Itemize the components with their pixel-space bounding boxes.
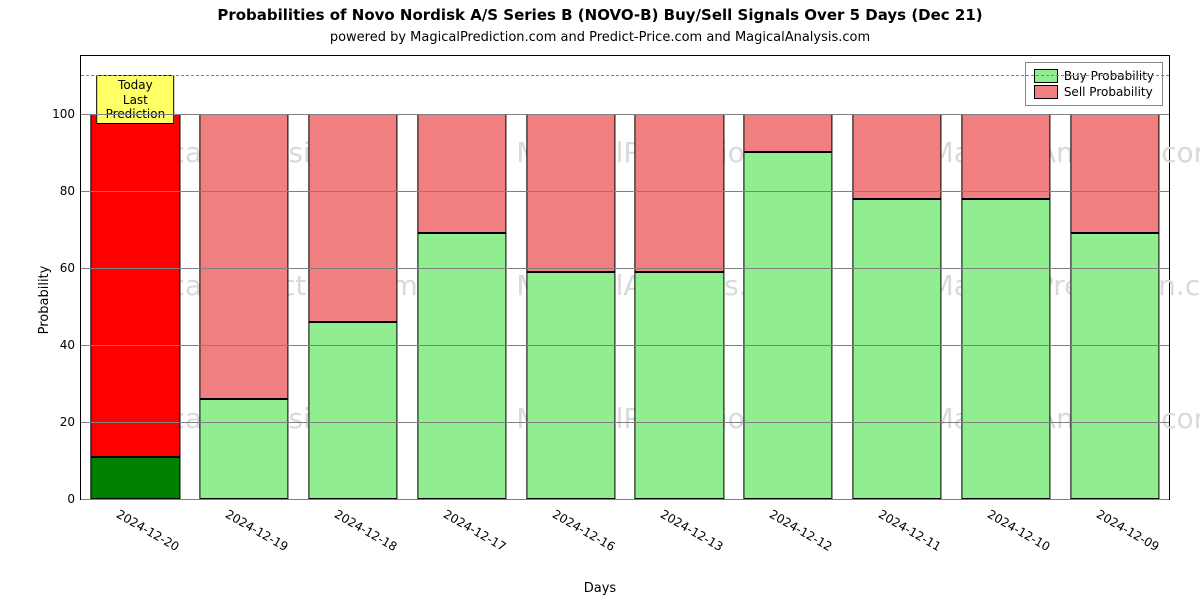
- bar-slot: 2024-12-19: [190, 56, 299, 499]
- bar-stack: [417, 56, 506, 499]
- bar-slot: 2024-12-17: [407, 56, 516, 499]
- bar-segment-sell: [308, 114, 397, 322]
- plot-area: MagicalAnalysis.comMagicalPrediction.com…: [80, 55, 1170, 500]
- ytick-label: 80: [60, 184, 75, 198]
- chart-subtitle: powered by MagicalPrediction.com and Pre…: [0, 30, 1200, 45]
- bar-slot: 2024-12-18: [299, 56, 408, 499]
- bar-segment-buy: [417, 233, 506, 499]
- bar-segment-buy: [1070, 233, 1159, 499]
- bar-segment-sell: [744, 114, 833, 153]
- ytick-label: 0: [67, 492, 75, 506]
- grid-line: [81, 268, 1169, 269]
- bar-slot: 2024-12-10: [951, 56, 1060, 499]
- bar-segment-buy: [744, 152, 833, 499]
- chart-container: Probabilities of Novo Nordisk A/S Series…: [0, 0, 1200, 600]
- bar-slot: 2024-12-11: [843, 56, 952, 499]
- bar-segment-sell: [1070, 114, 1159, 233]
- bar-stack: [961, 56, 1050, 499]
- bar-segment-sell: [852, 114, 941, 199]
- bar-segment-buy: [961, 199, 1050, 499]
- bar-slot: 2024-12-13: [625, 56, 734, 499]
- bar-stack: [635, 56, 724, 499]
- xtick-label: 2024-12-18: [332, 507, 399, 554]
- grid-line-dashed: [81, 75, 1169, 76]
- legend: Buy Probability Sell Probability: [1025, 62, 1163, 106]
- bar-stack: [308, 56, 397, 499]
- bar-slot: 2024-12-20TodayLast Prediction: [81, 56, 190, 499]
- bar-slot: 2024-12-16: [516, 56, 625, 499]
- xtick-label: 2024-12-13: [658, 507, 725, 554]
- bar-segment-sell: [91, 114, 180, 457]
- bar-stack: [1070, 56, 1159, 499]
- grid-line: [81, 114, 1169, 115]
- ytick-label: 40: [60, 338, 75, 352]
- ytick-label: 20: [60, 415, 75, 429]
- grid-line: [81, 422, 1169, 423]
- xtick-label: 2024-12-19: [223, 507, 290, 554]
- bar-segment-buy: [308, 322, 397, 499]
- bar-stack: [200, 56, 289, 499]
- y-axis-label: Probability: [37, 266, 52, 335]
- xtick-label: 2024-12-10: [985, 507, 1052, 554]
- xtick-label: 2024-12-16: [550, 507, 617, 554]
- bar-stack: [852, 56, 941, 499]
- bar-segment-sell: [635, 114, 724, 272]
- bar-segment-sell: [200, 114, 289, 399]
- bar-stack: [526, 56, 615, 499]
- grid-line: [81, 345, 1169, 346]
- xtick-label: 2024-12-12: [767, 507, 834, 554]
- xtick-label: 2024-12-20: [114, 507, 181, 554]
- bar-segment-buy: [200, 399, 289, 499]
- chart-title: Probabilities of Novo Nordisk A/S Series…: [0, 6, 1200, 24]
- xtick-label: 2024-12-09: [1094, 507, 1161, 554]
- today-annotation: TodayLast Prediction: [97, 75, 175, 124]
- bar-segment-sell: [961, 114, 1050, 199]
- xtick-label: 2024-12-11: [876, 507, 943, 554]
- bar-segment-buy: [91, 457, 180, 499]
- bar-segment-sell: [526, 114, 615, 272]
- bar-segment-buy: [852, 199, 941, 499]
- bar-segment-buy: [635, 272, 724, 499]
- bars-layer: 2024-12-20TodayLast Prediction2024-12-19…: [81, 56, 1169, 499]
- xtick-label: 2024-12-17: [441, 507, 508, 554]
- grid-line: [81, 191, 1169, 192]
- x-axis-label: Days: [0, 581, 1200, 596]
- legend-item-sell: Sell Probability: [1034, 85, 1154, 99]
- ytick-label: 60: [60, 261, 75, 275]
- legend-swatch-sell: [1034, 85, 1058, 99]
- grid-line: [81, 499, 1169, 500]
- bar-slot: 2024-12-12: [734, 56, 843, 499]
- bar-slot: 2024-12-09: [1060, 56, 1169, 499]
- annotation-line1: Today: [106, 78, 166, 92]
- legend-label-sell: Sell Probability: [1064, 85, 1153, 99]
- ytick-label: 100: [52, 107, 75, 121]
- bar-stack: [744, 56, 833, 499]
- annotation-line2: Last Prediction: [106, 93, 166, 122]
- bar-segment-sell: [417, 114, 506, 233]
- bar-segment-buy: [526, 272, 615, 499]
